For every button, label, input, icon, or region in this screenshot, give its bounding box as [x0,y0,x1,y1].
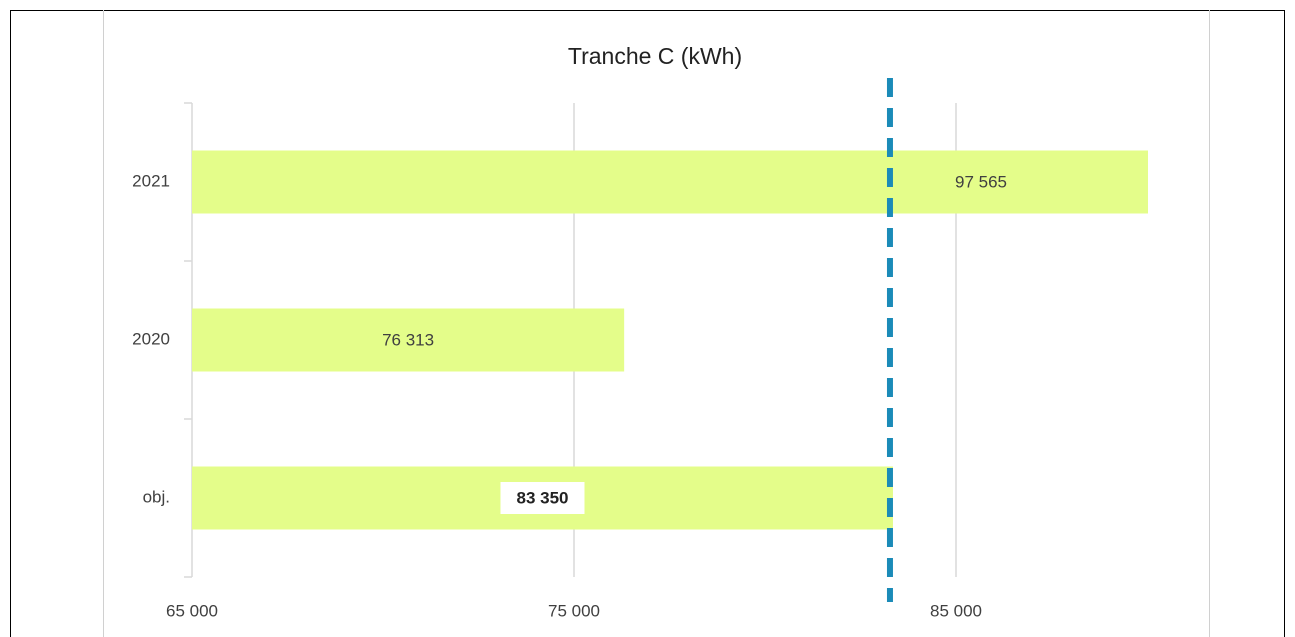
y-tick-label: 2021 [132,171,170,190]
plot [192,150,1148,530]
chart-title: Tranche C (kWh) [568,43,742,69]
y-tick-label: 2020 [132,329,170,348]
x-tick-label: 85 000 [930,601,982,620]
bar [192,308,625,372]
x-tick-label: 75 000 [548,601,600,620]
value-label: 76 313 [382,330,434,349]
value-label: 97 565 [955,172,1007,191]
value-label: 83 350 [516,488,568,507]
bar [192,150,1148,214]
y-tick-label: obj. [143,487,170,506]
label-box [500,482,585,514]
x-tick-label: 65 000 [166,601,218,620]
